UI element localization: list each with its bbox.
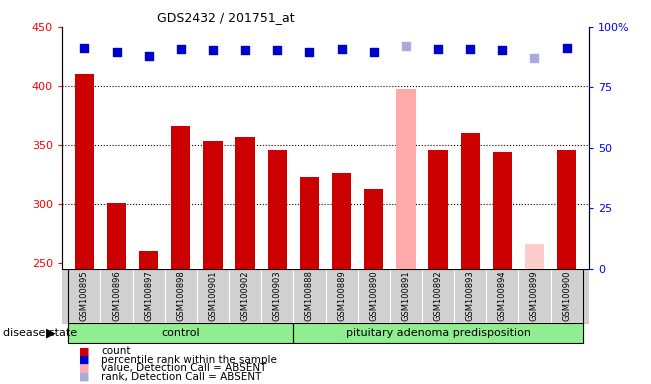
Text: percentile rank within the sample: percentile rank within the sample: [101, 355, 277, 365]
Bar: [299, 177, 319, 269]
Text: pituitary adenoma predisposition: pituitary adenoma predisposition: [346, 328, 531, 338]
Text: rank, Detection Call = ABSENT: rank, Detection Call = ABSENT: [101, 372, 261, 382]
Bar: [107, 203, 126, 269]
Bar: [557, 150, 576, 269]
Point: [529, 55, 540, 61]
Bar: [268, 150, 287, 269]
Point: [176, 46, 186, 52]
Bar: [68, 323, 294, 343]
Bar: [294, 323, 583, 343]
Bar: [171, 126, 191, 269]
Point: [337, 46, 347, 52]
Point: [561, 45, 572, 51]
Bar: [236, 137, 255, 269]
Bar: [294, 323, 583, 344]
Text: GSM100889: GSM100889: [337, 270, 346, 321]
Text: GSM100891: GSM100891: [402, 270, 410, 321]
Text: ■: ■: [79, 372, 90, 382]
Point: [433, 46, 443, 52]
Text: GSM100900: GSM100900: [562, 270, 571, 321]
Text: GSM100902: GSM100902: [241, 270, 249, 321]
Text: control: control: [161, 328, 200, 338]
Bar: [139, 251, 158, 269]
Text: ▶: ▶: [46, 327, 55, 339]
Bar: [493, 152, 512, 269]
Bar: [68, 323, 294, 344]
Text: ■: ■: [79, 346, 90, 356]
Text: GSM100901: GSM100901: [208, 270, 217, 321]
Point: [208, 47, 218, 53]
Text: GSM100892: GSM100892: [434, 270, 443, 321]
Text: count: count: [101, 346, 130, 356]
Bar: [75, 74, 94, 269]
Point: [304, 49, 314, 55]
Bar: [428, 150, 448, 269]
Text: GSM100897: GSM100897: [144, 270, 153, 321]
Text: GSM100893: GSM100893: [465, 270, 475, 321]
Bar: [396, 89, 415, 269]
Point: [497, 47, 508, 53]
Text: ■: ■: [79, 363, 90, 373]
Text: GSM100899: GSM100899: [530, 270, 539, 321]
Text: GSM100898: GSM100898: [176, 270, 186, 321]
Text: disease state: disease state: [3, 328, 77, 338]
Point: [368, 49, 379, 55]
Point: [143, 53, 154, 60]
Text: GDS2432 / 201751_at: GDS2432 / 201751_at: [157, 11, 294, 24]
Text: GSM100895: GSM100895: [80, 270, 89, 321]
Bar: [525, 244, 544, 269]
Point: [400, 43, 411, 49]
Point: [272, 47, 283, 53]
Text: GSM100894: GSM100894: [498, 270, 507, 321]
Point: [79, 45, 90, 51]
Point: [111, 49, 122, 55]
Text: GSM100888: GSM100888: [305, 270, 314, 321]
Bar: [203, 141, 223, 269]
Text: ■: ■: [79, 355, 90, 365]
Text: GSM100896: GSM100896: [112, 270, 121, 321]
Point: [465, 46, 475, 52]
Text: value, Detection Call = ABSENT: value, Detection Call = ABSENT: [101, 363, 266, 373]
Bar: [364, 189, 383, 269]
Point: [240, 47, 251, 53]
Text: GSM100903: GSM100903: [273, 270, 282, 321]
Bar: [332, 173, 352, 269]
Bar: [460, 133, 480, 269]
Text: GSM100890: GSM100890: [369, 270, 378, 321]
